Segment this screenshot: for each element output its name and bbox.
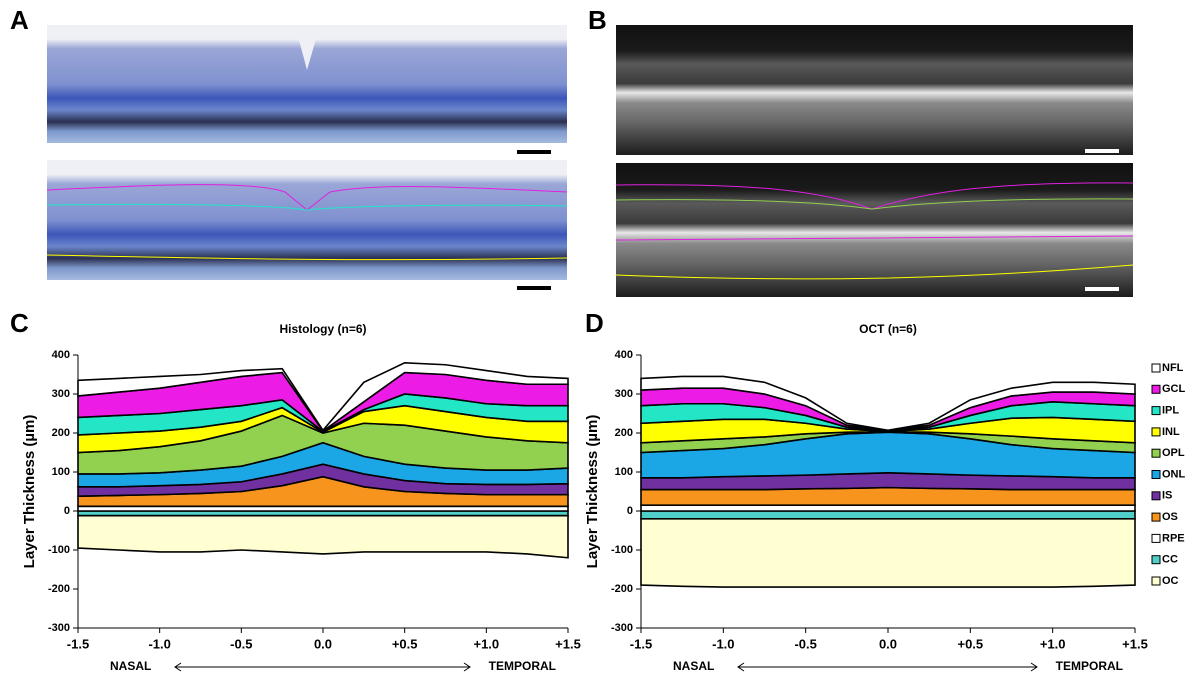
- legend: NFL GCL IPL INL OPL ONL IS OS RPE CC OC: [1151, 362, 1186, 587]
- chart-title: OCT (n=6): [859, 322, 917, 336]
- legend-label: RPE: [1162, 532, 1185, 544]
- segmentation-line: [615, 198, 1134, 210]
- layer-area: [640, 510, 1136, 520]
- y-tick-label: 300: [52, 388, 70, 400]
- y-axis-label: Layer Thickness (µm): [21, 415, 38, 569]
- layer-area: [77, 514, 569, 559]
- direction-arrow: [174, 662, 471, 672]
- x-tick-label: +0.5: [392, 636, 418, 651]
- annotation: NASAL: [110, 659, 151, 673]
- segmentation-line: [46, 254, 568, 261]
- y-tick-label: -300: [48, 622, 70, 634]
- legend-swatch: [1151, 512, 1161, 522]
- panel-letter: C: [10, 308, 29, 338]
- y-tick-label: -200: [611, 583, 633, 595]
- chart: D OCT (n=6) -300 -200 -100 0 100 200 300 400 -1.5 -…: [584, 308, 1186, 673]
- areas: [640, 375, 1136, 588]
- x-tick-label: -1.5: [630, 636, 652, 651]
- y-tick-label: -200: [48, 583, 70, 595]
- y-tick-label: -300: [611, 622, 633, 634]
- x-tick-label: 0.0: [879, 636, 897, 651]
- layer-area: [640, 518, 1136, 588]
- x-tick-label: -1.0: [712, 636, 734, 651]
- y-tick-label: 300: [615, 388, 633, 400]
- scale-bar: [517, 286, 551, 290]
- legend-swatch: [1151, 470, 1161, 479]
- x-tick-label: +1.0: [473, 636, 499, 651]
- y-axis-label: Layer Thickness (µm): [584, 415, 601, 569]
- legend-label: CC: [1162, 554, 1178, 566]
- legend-label: OC: [1162, 575, 1179, 587]
- y-tick-label: -100: [611, 544, 633, 556]
- y-tick-label: -100: [48, 544, 70, 556]
- x-tick-label: -1.5: [67, 636, 89, 651]
- y-tick-label: 0: [627, 505, 633, 517]
- legend-label: NFL: [1162, 362, 1184, 374]
- legend-swatch: [1151, 448, 1161, 458]
- legend-swatch: [1151, 427, 1161, 437]
- legend-label: IS: [1162, 490, 1172, 502]
- chart: C Histology (n=6) -300 -200 -100 0 100 200 300 40…: [10, 308, 581, 673]
- panel-letter: B: [588, 5, 607, 35]
- panel-a: A: [10, 5, 568, 290]
- y-tick-label: 200: [52, 427, 70, 439]
- legend-label: OS: [1162, 511, 1178, 523]
- annotation: TEMPORAL: [489, 659, 556, 673]
- legend-swatch: [1151, 533, 1161, 543]
- annotation: TEMPORAL: [1056, 659, 1123, 673]
- legend-swatch: [1151, 491, 1161, 501]
- oct-image: [616, 163, 1133, 297]
- histology-image: [47, 160, 567, 280]
- layer-area: [77, 361, 569, 433]
- legend-swatch: [1151, 406, 1161, 416]
- panel-b: B: [588, 5, 1134, 297]
- y-tick-label: 100: [52, 466, 70, 478]
- legend-label: OPL: [1162, 447, 1185, 459]
- areas: [77, 361, 569, 559]
- x-tick-label: +0.5: [957, 636, 983, 651]
- scale-bar: [517, 150, 551, 154]
- legend-label: ONL: [1162, 468, 1186, 480]
- chart-title: Histology (n=6): [279, 322, 366, 336]
- segmentation-line: [615, 235, 1134, 241]
- x-tick-label: -0.5: [794, 636, 816, 651]
- layer-area: [640, 375, 1136, 432]
- panel-letter: A: [10, 5, 29, 35]
- y-tick-label: 400: [52, 349, 70, 361]
- x-tick-label: -1.0: [148, 636, 170, 651]
- y-tick-label: 0: [64, 505, 70, 517]
- legend-swatch: [1151, 363, 1161, 373]
- legend-swatch: [1151, 384, 1161, 394]
- legend-swatch: [1151, 555, 1161, 565]
- x-tick-label: +1.5: [1122, 636, 1148, 651]
- legend-swatch: [1151, 576, 1161, 586]
- annotation: NASAL: [673, 659, 714, 673]
- oct-image: [616, 25, 1133, 155]
- scale-bar: [1085, 287, 1119, 291]
- x-tick-label: +1.0: [1040, 636, 1066, 651]
- x-tick-label: 0.0: [314, 636, 332, 651]
- panel-letter: D: [585, 308, 604, 338]
- scale-bar: [1085, 149, 1119, 153]
- y-tick-label: 200: [615, 427, 633, 439]
- direction-arrow: [737, 662, 1038, 672]
- fovea-pit: [270, 25, 345, 70]
- x-tick-label: +1.5: [555, 636, 581, 651]
- legend-label: IPL: [1162, 405, 1179, 417]
- x-tick-label: -0.5: [230, 636, 252, 651]
- legend-label: INL: [1162, 426, 1180, 438]
- y-tick-label: 400: [615, 349, 633, 361]
- segmentation-line: [615, 264, 1134, 280]
- y-tick-label: 100: [615, 466, 633, 478]
- layer-area: [640, 504, 1136, 512]
- legend-label: GCL: [1162, 383, 1186, 395]
- segmentation-line: [46, 203, 568, 211]
